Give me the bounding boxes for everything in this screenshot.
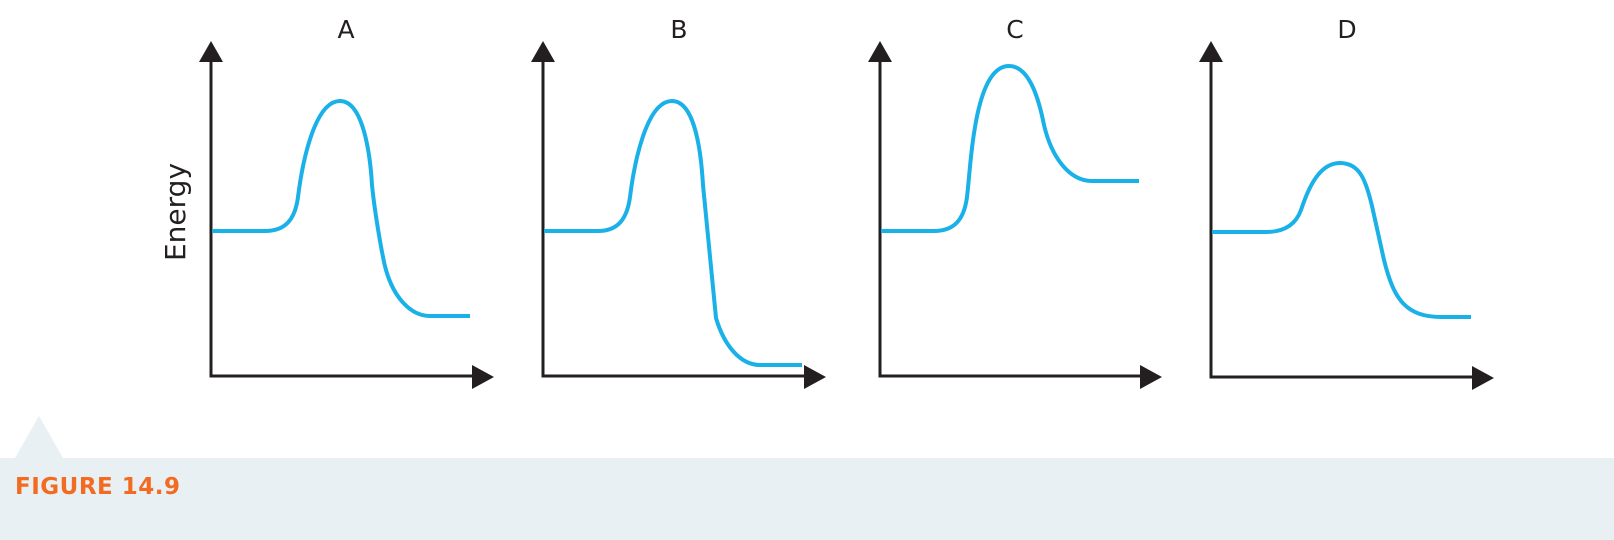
panel-label-c: C [1006, 15, 1023, 44]
panel-c-axes [878, 60, 1142, 378]
panel-d-x-arrow [1472, 366, 1494, 390]
panel-d-axes [1209, 60, 1474, 379]
panel-a-axes [209, 60, 474, 378]
panel-a-y-arrow [199, 41, 223, 62]
panel-b-energy-curve [544, 99, 802, 367]
caption-bar [0, 458, 1614, 540]
panel-c-energy-curve [881, 64, 1139, 233]
panel-label-b: B [670, 15, 687, 44]
panel-d: D [1199, 15, 1494, 390]
panel-b-x-arrow [804, 365, 826, 389]
panel-a-energy-curve [212, 99, 470, 318]
y-axis-label: Energy [159, 163, 192, 261]
panel-b-y-arrow [531, 41, 555, 62]
panel-d-energy-curve [1212, 161, 1471, 319]
panel-c-y-arrow [868, 41, 892, 62]
panel-a: A [199, 15, 494, 389]
panel-d-y-arrow [1199, 41, 1223, 62]
panel-label-d: D [1337, 15, 1356, 44]
panel-a-x-arrow [472, 365, 494, 389]
panel-c-x-arrow [1140, 365, 1162, 389]
panel-b: B [531, 15, 826, 389]
caption-tab [15, 416, 63, 458]
panel-label-a: A [337, 15, 354, 44]
energy-diagrams: Energy A B C D [159, 15, 1494, 390]
figure-caption: FIGURE 14.9 [15, 474, 181, 500]
panel-b-axes [541, 60, 806, 378]
panel-c: C [868, 15, 1162, 389]
